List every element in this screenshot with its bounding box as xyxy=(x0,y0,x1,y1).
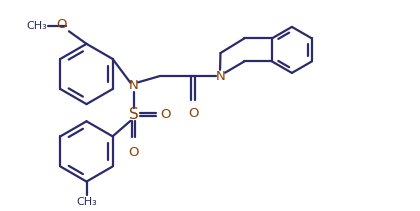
Text: CH₃: CH₃ xyxy=(26,21,47,31)
Text: N: N xyxy=(215,70,226,83)
Text: O: O xyxy=(188,107,199,120)
Text: N: N xyxy=(129,79,139,92)
Text: O: O xyxy=(56,18,67,31)
Text: O: O xyxy=(160,108,171,121)
Text: O: O xyxy=(129,146,139,159)
Text: CH₃: CH₃ xyxy=(76,197,97,207)
Text: S: S xyxy=(129,107,139,122)
